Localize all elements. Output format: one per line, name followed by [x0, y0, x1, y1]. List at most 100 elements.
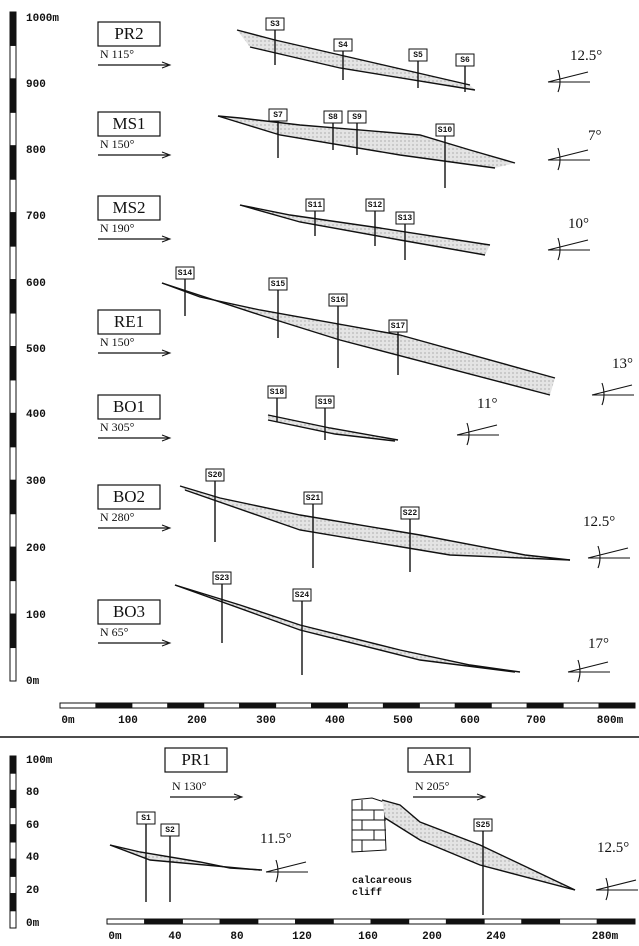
scale-segment [10, 112, 16, 145]
scale-segment [10, 911, 16, 928]
scale-segment [10, 790, 16, 807]
scale-segment [10, 808, 16, 825]
scale-segment [60, 703, 96, 708]
scale-segment [10, 79, 16, 112]
scale-segment [560, 919, 598, 924]
surface-line [240, 205, 490, 245]
angle-symbol [548, 148, 590, 170]
scale-segment [522, 919, 560, 924]
scale-segment [10, 547, 16, 580]
slope-angle: 11.5° [260, 831, 292, 847]
station-label: S2 [165, 826, 175, 835]
slope-angle: 11° [477, 396, 497, 412]
scale-segment [10, 313, 16, 346]
station-label: S15 [271, 280, 286, 289]
orientation: N 190° [100, 221, 135, 235]
profile-name: BO1 [113, 397, 145, 416]
profile-name: MS2 [112, 198, 145, 217]
orientation: N 150° [100, 335, 135, 349]
slope-angle: 13° [612, 356, 633, 372]
profile-name: BO3 [113, 602, 145, 621]
scale-segment [446, 919, 484, 924]
orientation: N 150° [100, 137, 135, 151]
x-scale-label: 40 [168, 931, 181, 941]
deposit [180, 486, 570, 560]
profile: MS1N 150°S7S8S9S107° [98, 109, 602, 188]
scale-segment [10, 773, 16, 790]
station-label: S21 [306, 494, 321, 503]
bedrock-line [110, 845, 260, 870]
profile-name: PR1 [181, 750, 210, 769]
angle-symbol [266, 860, 308, 882]
orientation: N 205° [415, 779, 450, 793]
y-scale-label: 500 [26, 344, 46, 356]
orientation: N 130° [172, 779, 207, 793]
x-scale-label: 600 [460, 715, 480, 727]
scale-segment [348, 703, 384, 708]
figure: 1000m9008007006005004003002001000m0m1002… [0, 0, 639, 941]
scale-segment [455, 703, 491, 708]
page: {"upper": { "y_scale": ["1000m", "900", … [0, 0, 639, 941]
scale-segment [10, 480, 16, 513]
x-scale-label: 80 [230, 931, 243, 941]
orientation: N 305° [100, 420, 135, 434]
y-scale-label: 20 [26, 885, 39, 897]
y-scale-label: 200 [26, 543, 46, 555]
scale-segment [491, 703, 527, 708]
scale-segment [10, 614, 16, 647]
y-scale-label: 60 [26, 820, 39, 832]
y-scale-label: 100 [26, 610, 46, 622]
scale-segment [132, 703, 168, 708]
scale-segment [527, 703, 563, 708]
angle-symbol [588, 546, 630, 568]
scale-segment [599, 703, 635, 708]
surface-line [237, 30, 470, 85]
cliff-icon [352, 798, 386, 852]
scale-segment [10, 413, 16, 446]
station-label: S8 [328, 113, 338, 122]
profile-name: AR1 [423, 750, 455, 769]
cliff-label: cliff [352, 887, 382, 899]
scale-segment [312, 703, 348, 708]
scale-segment [10, 246, 16, 279]
scale-segment [333, 919, 371, 924]
slope-angle: 12.5° [583, 514, 615, 530]
angle-symbol [568, 660, 610, 682]
surface-line [175, 585, 520, 672]
y-scale-label: 600 [26, 278, 46, 290]
station-label: S5 [413, 51, 423, 60]
y-scale-label: 100m [26, 755, 53, 767]
scale-segment [10, 12, 16, 45]
station-label: S16 [331, 296, 346, 305]
scale-segment [204, 703, 240, 708]
scale-segment [409, 919, 447, 924]
scale-segment [371, 919, 409, 924]
slope-angle: 12.5° [597, 840, 629, 856]
station-label: S7 [273, 111, 283, 120]
angle-symbol [548, 70, 590, 92]
x-scale-label: 300 [256, 715, 276, 727]
station-label: S19 [318, 398, 333, 407]
profile-name: BO2 [113, 487, 145, 506]
y-scale-label: 700 [26, 211, 46, 223]
x-scale-label: 120 [292, 931, 312, 941]
profile-name: MS1 [112, 114, 145, 133]
scale-segment [276, 703, 312, 708]
scale-segment [258, 919, 296, 924]
orientation: N 280° [100, 510, 135, 524]
station-label: S4 [338, 41, 348, 50]
slope-angle: 7° [588, 128, 602, 144]
angle-symbol [548, 238, 590, 260]
scale-segment [10, 876, 16, 893]
scale-segment [96, 703, 132, 708]
station-label: S3 [270, 20, 280, 29]
profile-name: PR2 [114, 24, 143, 43]
x-scale-label: 700 [526, 715, 546, 727]
x-scale-label: 400 [325, 715, 345, 727]
scale-segment [10, 842, 16, 859]
